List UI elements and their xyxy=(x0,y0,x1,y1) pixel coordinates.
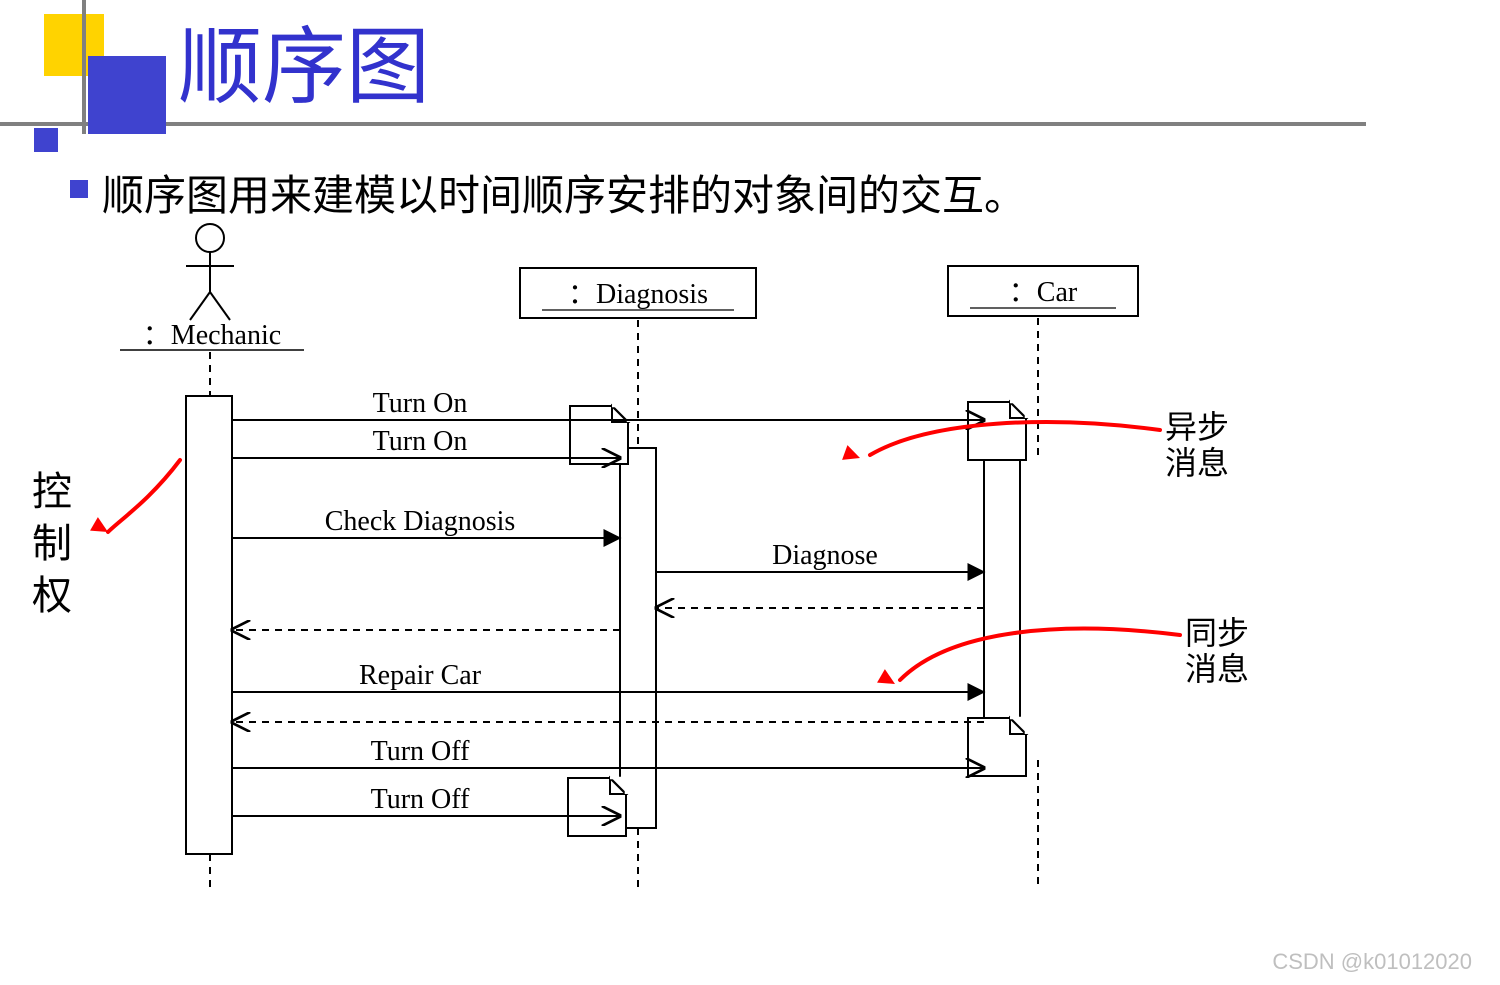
annotation-arrow xyxy=(108,460,180,532)
message-label: Turn Off xyxy=(371,784,470,815)
lifeline-label-mechanic: ：Mechanic xyxy=(143,320,281,351)
watermark: CSDN @k01012020 xyxy=(1272,949,1472,975)
annotation-arrowhead xyxy=(842,445,860,460)
bullet-icon xyxy=(70,180,88,198)
annotation-arrowhead xyxy=(877,669,895,684)
activation-mechanic xyxy=(186,396,232,854)
decor-blue-small xyxy=(34,128,58,152)
anno-kongzhiquan: 控制权 xyxy=(32,466,72,622)
actor-head-icon xyxy=(196,224,224,252)
lifeline-label-diagnosis: ：Diagnosis xyxy=(568,279,708,310)
actor-leg-l xyxy=(190,292,210,320)
decor-blue-big xyxy=(88,56,166,134)
message-label: Turn On xyxy=(373,388,468,419)
slide-title: 顺序图 xyxy=(178,0,430,121)
lifeline-label-car: ：Car xyxy=(1009,277,1078,308)
bullet-text: 顺序图用来建模以时间顺序安排的对象间的交互。 xyxy=(102,162,1026,223)
message-label: Check Diagnosis xyxy=(325,506,516,537)
message-label: Turn Off xyxy=(371,736,470,767)
message-label: Diagnose xyxy=(772,540,878,571)
diagram-canvas: ：Mechanic ：Diagnosis ：Car Turn On Turn On Che… xyxy=(0,0,1500,985)
anno-yibu-line2: 消息 xyxy=(1165,438,1229,484)
activation-car xyxy=(984,460,1020,760)
message-label: Repair Car xyxy=(359,660,482,691)
message-label: Turn On xyxy=(373,426,468,457)
anno-tongbu-line2: 消息 xyxy=(1185,644,1249,690)
annotation-arrowhead xyxy=(90,517,108,532)
actor-leg-r xyxy=(210,292,230,320)
annotation-arrow xyxy=(900,629,1180,680)
activation-diagnosis xyxy=(620,448,656,828)
